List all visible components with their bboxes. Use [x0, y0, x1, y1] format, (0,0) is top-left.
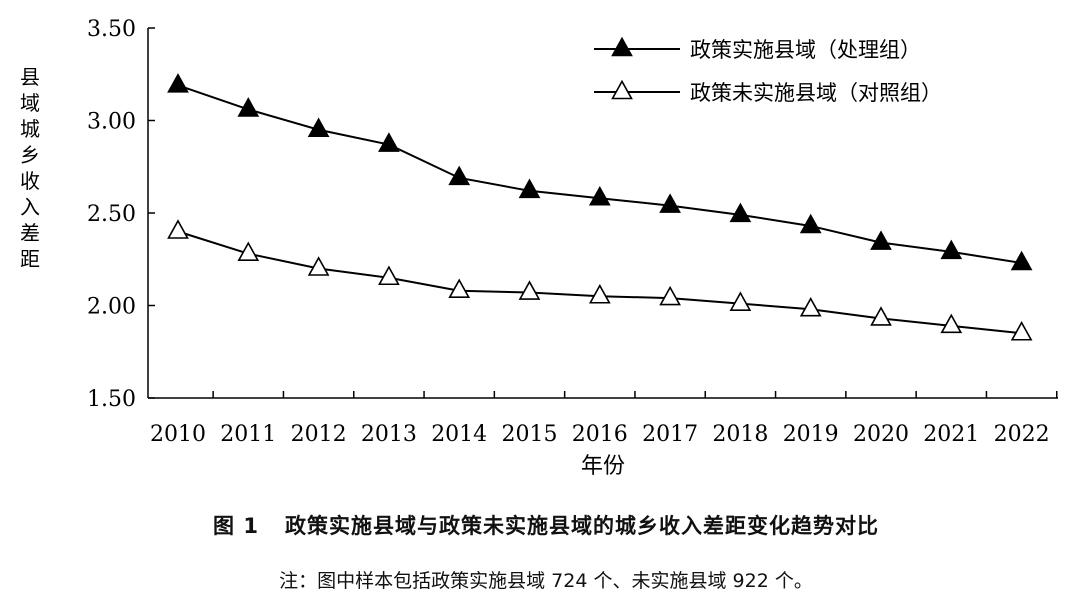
y-axis-label-char: 县: [20, 65, 40, 89]
data-point: [237, 241, 260, 261]
data-point: [588, 185, 611, 206]
x-tick-label: 2013: [361, 422, 417, 447]
y-axis-label-char: 城: [20, 117, 40, 141]
y-ticks: 1.50 2.00 2.50 3.00 3.50: [87, 17, 155, 412]
series-control: [167, 219, 1033, 341]
data-point: [518, 280, 541, 300]
y-axis-label-char: 入: [20, 195, 40, 219]
series-line: [177, 230, 1022, 335]
line-chart: 1.502.002.503.003.50 2010 2011 2012 2013 201…: [20, 17, 1058, 479]
x-tick-label: 2016: [572, 422, 628, 447]
series-treatment: [167, 73, 1033, 271]
data-point: [1010, 321, 1033, 341]
data-point: [378, 132, 400, 152]
figure-number: 图 1: [213, 514, 259, 538]
figure-title: 政策实施县域与政策未实施县域的城乡收入差距变化趋势对比: [284, 514, 879, 538]
y-tick-label: 3.00: [87, 110, 136, 135]
figure-note: 注：图中样本包括政策实施县域 724 个、未实施县域 922 个。: [279, 570, 813, 592]
data-point: [1010, 250, 1033, 271]
data-point: [307, 117, 330, 138]
data-point: [307, 256, 330, 276]
x-tick-label: 2015: [502, 422, 558, 447]
x-tick-label: 2021: [923, 422, 979, 447]
series-line: [177, 84, 1022, 264]
data-point: [167, 73, 189, 93]
data-point: [729, 291, 752, 311]
x-ticks: 2010 2011 2012 2013 2014 2015 2016 2017 2018 2019…: [150, 391, 1058, 447]
data-point: [167, 219, 189, 239]
y-axis-label-char: 收: [20, 169, 40, 193]
x-tick-label: 2017: [642, 422, 698, 447]
data-point: [799, 213, 822, 234]
y-tick-label: 2.50: [87, 202, 136, 227]
data-point: [237, 97, 260, 117]
y-axis-label-char: 距: [20, 247, 40, 271]
x-tick-label: 2012: [291, 422, 347, 447]
x-axis-label: 年份: [581, 454, 625, 479]
legend-marker: [611, 36, 633, 57]
x-tick-label: 2019: [783, 422, 839, 447]
x-tick-label: 2014: [431, 422, 487, 447]
data-point: [940, 239, 963, 260]
x-tick-label: 2010: [150, 422, 206, 447]
data-point: [870, 306, 892, 326]
data-point: [940, 313, 963, 334]
data-point: [870, 230, 892, 250]
data-point: [799, 296, 822, 317]
y-axis-label-char: 差: [20, 221, 40, 245]
legend: 政策实施县域（处理组） 政策未实施县域（对照组）: [594, 36, 942, 105]
y-axis-label: 县域城乡收入差距: [20, 65, 40, 271]
y-tick-label: 2.00: [87, 295, 136, 320]
y-axis-label-char: 域: [20, 91, 40, 115]
data-point: [518, 178, 541, 199]
y-tick-label: 3.50: [87, 17, 136, 42]
data-point: [659, 193, 681, 213]
y-tick-label: 1.50: [87, 387, 136, 412]
legend-label: 政策实施县域（处理组）: [690, 38, 921, 62]
figure-caption: 图 1 政策实施县域与政策未实施县域的城乡收入差距变化趋势对比: [0, 510, 1092, 540]
y-axis-label-char: 乡: [20, 143, 40, 167]
data-point: [448, 278, 471, 298]
x-tick-label: 2022: [994, 422, 1050, 447]
x-tick-label: 2020: [853, 422, 909, 447]
data-point: [659, 285, 681, 306]
data-point: [588, 284, 611, 304]
legend-label: 政策未实施县域（对照组）: [690, 81, 942, 105]
data-point: [448, 165, 471, 186]
series-group: [167, 73, 1033, 341]
data-point: [378, 265, 400, 286]
legend-marker: [611, 79, 633, 100]
x-tick-label: 2011: [220, 422, 276, 447]
x-tick-label: 2018: [712, 422, 768, 447]
data-point: [729, 202, 752, 223]
